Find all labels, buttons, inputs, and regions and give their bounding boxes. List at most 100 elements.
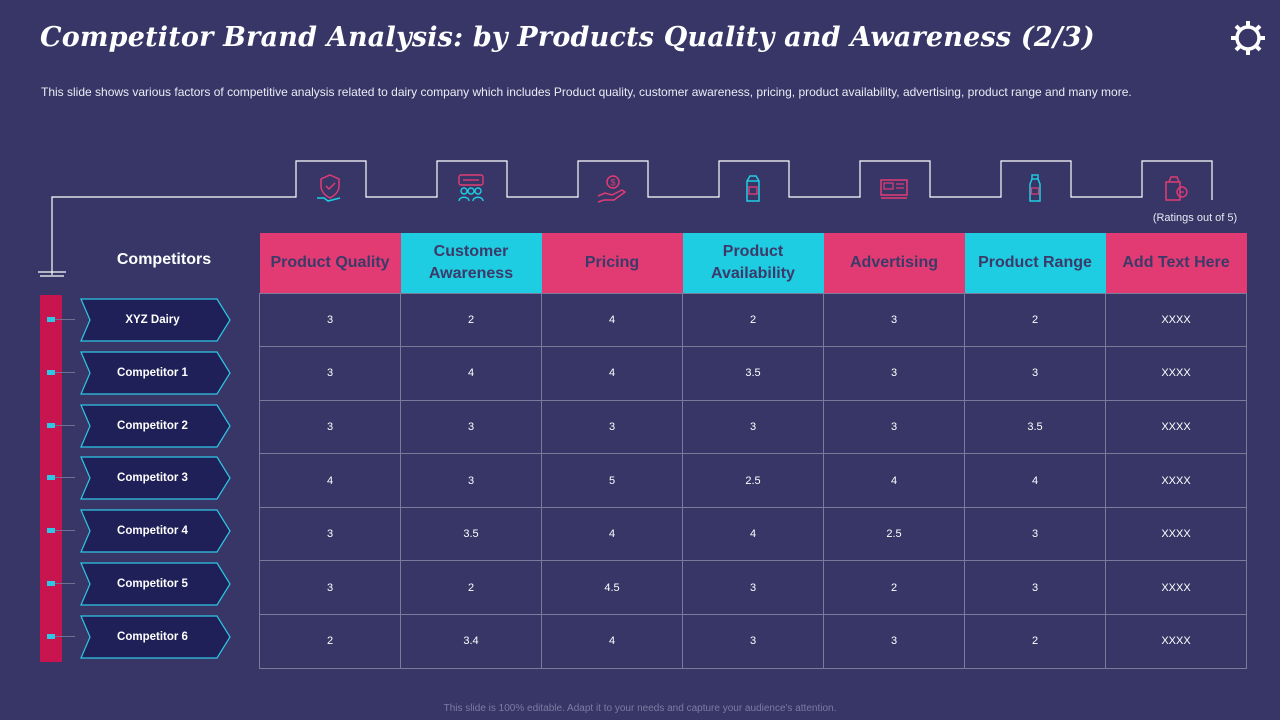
rating-cell: 3 <box>259 560 401 616</box>
competitor-label: Competitor 6 <box>80 615 232 659</box>
chevron-shape <box>80 404 231 448</box>
column-header: Pricing <box>541 233 683 293</box>
rating-cell: 3 <box>400 453 542 508</box>
column-header: Customer Awareness <box>400 233 542 293</box>
row-marker-line <box>55 583 75 584</box>
footer-note: This slide is 100% editable. Adapt it to… <box>443 703 837 714</box>
row-marker-line <box>55 372 75 373</box>
rating-cell: 3 <box>823 346 965 401</box>
rating-cell: 4 <box>541 346 683 401</box>
rating-cell: 2.5 <box>823 506 965 562</box>
rating-cell: 4 <box>541 292 683 348</box>
competitor-name: Competitor 1 <box>117 367 188 379</box>
table-row: 3 3 3 3 3 3.5 XXXX <box>259 399 1247 455</box>
rating-cell: 3 <box>259 292 401 348</box>
competitor-label: Competitor 1 <box>80 351 232 395</box>
rating-cell: XXXX <box>1105 399 1247 455</box>
rating-cell: 4 <box>541 614 683 669</box>
rating-cell: 3 <box>964 560 1106 616</box>
rating-cell: 3 <box>259 399 401 455</box>
competitor-name: XYZ Dairy <box>125 314 180 326</box>
ratings-note: (Ratings out of 5) <box>1152 212 1238 224</box>
chevron-shape <box>80 615 231 659</box>
row-marker-line <box>55 477 75 478</box>
rating-cell: 2.5 <box>682 453 824 508</box>
rating-cell: 3 <box>682 560 824 616</box>
rating-cell: 3 <box>400 399 542 455</box>
rating-cell: XXXX <box>1105 453 1247 508</box>
rating-cell: 3.4 <box>400 614 542 669</box>
table-row: 3 4 4 3.5 3 3 XXXX <box>259 346 1247 401</box>
slide-description: This slide shows various factors of comp… <box>41 85 1132 99</box>
rating-cell: 4 <box>682 506 824 562</box>
row-marker-dot <box>47 370 55 375</box>
rating-cell: 3 <box>823 399 965 455</box>
chevron-shape <box>80 298 231 342</box>
rating-cell: 2 <box>964 614 1106 669</box>
row-marker-dot <box>47 581 55 586</box>
table-row: 3 2 4 2 3 2 XXXX <box>259 292 1247 348</box>
table-header-row: Product Quality Customer Awareness Pricing… <box>259 233 1247 293</box>
rating-cell: 4 <box>541 506 683 562</box>
rating-cell: 3.5 <box>682 346 824 401</box>
rating-cell: 2 <box>400 560 542 616</box>
column-header: Add Text Here <box>1105 233 1247 293</box>
icon-connector-line <box>38 160 1213 277</box>
rating-cell: 3 <box>682 614 824 669</box>
rating-cell: 2 <box>259 614 401 669</box>
people-chat-icon <box>458 174 484 202</box>
rating-cell: 3 <box>964 506 1106 562</box>
rating-cell: 3.5 <box>400 506 542 562</box>
rating-cell: 4 <box>964 453 1106 508</box>
chevron-shape <box>80 509 231 553</box>
chevron-shape <box>80 562 231 606</box>
column-header: Product Quality <box>259 233 401 293</box>
chevron-shape <box>80 456 231 500</box>
column-header: Advertising <box>823 233 965 293</box>
table-row: 3 2 4.5 3 2 3 XXXX <box>259 560 1247 616</box>
rating-cell: XXXX <box>1105 506 1247 562</box>
row-marker-dot <box>47 634 55 639</box>
competitor-label: Competitor 2 <box>80 404 232 448</box>
competitor-label: XYZ Dairy <box>80 298 232 342</box>
rating-cell: 4.5 <box>541 560 683 616</box>
row-marker-line <box>55 530 75 531</box>
rating-cell: 3 <box>259 506 401 562</box>
rating-cell: 2 <box>964 292 1106 348</box>
milk-bottle-icon <box>1029 174 1041 202</box>
rating-cell: XXXX <box>1105 292 1247 348</box>
row-marker-line <box>55 425 75 426</box>
rating-cell: 4 <box>823 453 965 508</box>
svg-text:$: $ <box>610 178 615 188</box>
money-hand-icon: $ <box>597 175 627 203</box>
competitor-label: Competitor 5 <box>80 562 232 606</box>
competitor-name: Competitor 4 <box>117 525 188 537</box>
row-marker-dot <box>47 475 55 480</box>
dairy-product-icon <box>1165 176 1188 201</box>
chevron-shape <box>80 351 231 395</box>
page-title: Competitor Brand Analysis: by Products Q… <box>40 22 1095 53</box>
rating-cell: 3 <box>823 292 965 348</box>
rating-cell: 3 <box>823 614 965 669</box>
competitor-label: Competitor 4 <box>80 509 232 553</box>
competitors-heading: Competitors <box>116 251 212 268</box>
rating-cell: XXXX <box>1105 346 1247 401</box>
column-header: Product Availability <box>682 233 824 293</box>
shield-hand-icon <box>317 174 341 202</box>
rating-cell: 5 <box>541 453 683 508</box>
rating-cell: 2 <box>682 292 824 348</box>
rating-cell: 4 <box>400 346 542 401</box>
table-row: 2 3.4 4 3 3 2 XXXX <box>259 614 1247 669</box>
rating-cell: 3 <box>964 346 1106 401</box>
row-marker-dot <box>47 528 55 533</box>
rating-cell: 3.5 <box>964 399 1106 455</box>
row-marker-dot <box>47 423 55 428</box>
billboard-icon <box>880 179 908 199</box>
rating-cell: XXXX <box>1105 614 1247 669</box>
rating-cell: 4 <box>259 453 401 508</box>
rating-cell: 2 <box>823 560 965 616</box>
competitor-name: Competitor 3 <box>117 472 188 484</box>
milk-carton-icon <box>746 175 760 202</box>
rating-cell: 3 <box>541 399 683 455</box>
row-marker-line <box>55 319 75 320</box>
